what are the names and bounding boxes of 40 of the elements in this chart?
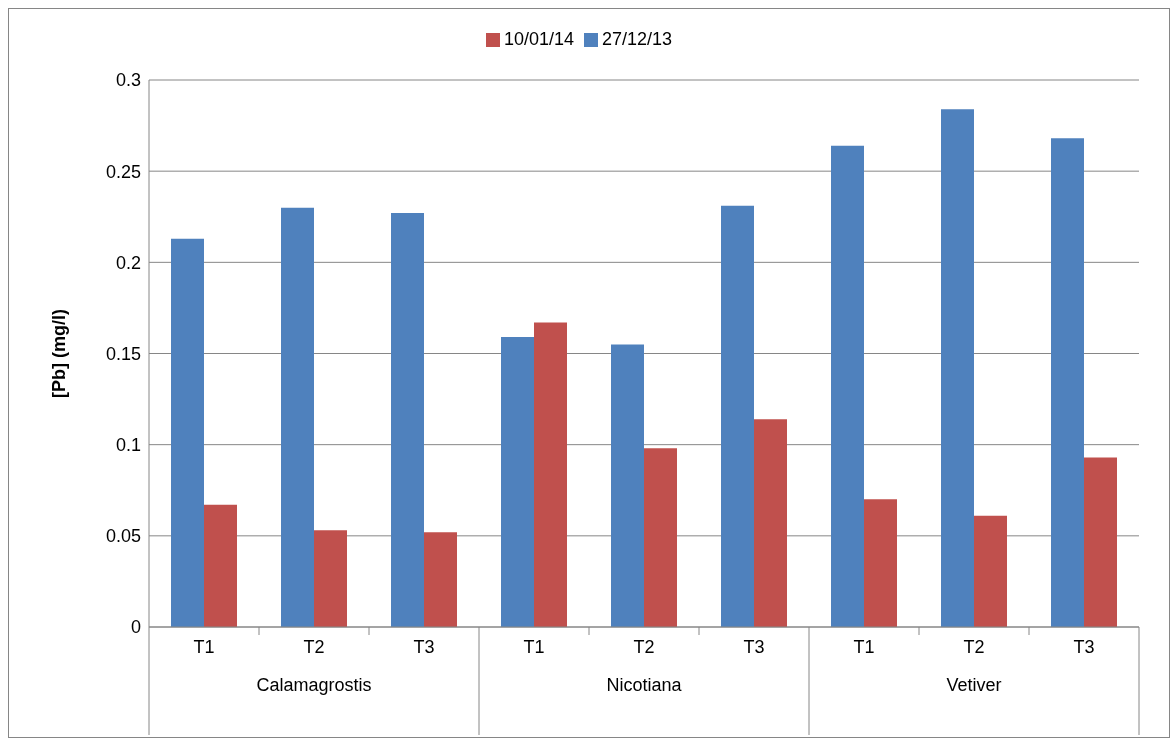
x-tick-label: T3 [743,637,765,657]
text: Nicotiana [605,675,683,696]
bar [501,337,534,627]
x-tick-label: T1 [193,637,215,657]
text: Calamagrostis [255,675,373,696]
y-tick-label: 0.2 [115,252,141,273]
y-tick-label: 0.05 [105,526,141,547]
legend-label: 10/01/14 [503,29,574,49]
bar [204,504,237,627]
bar [754,419,787,627]
legend-label: 27/12/13 [602,29,673,49]
bar [1051,138,1084,627]
x-tick-label: T2 [633,637,655,657]
bar [424,532,457,627]
x-tick-label: T1 [523,637,545,657]
y-tick-label: 0.3 [115,70,141,91]
y-tick-label: 0.25 [105,161,141,182]
x-tick-label: T3 [413,637,435,657]
bar [534,322,567,627]
bar [941,109,974,627]
x-tick-label: T1 [853,637,875,657]
y-tick-label: 0 [130,617,141,638]
x-tick-label: T3 [1073,637,1095,657]
bar [831,145,864,627]
bar [974,515,1007,627]
text: Vetiver [945,675,1003,696]
bar [1084,457,1117,627]
y-tick-label: 0.15 [105,343,141,364]
x-tick-label: T2 [963,637,985,657]
y-tick-label: 0.1 [115,435,141,456]
bar [281,207,314,627]
bar [391,213,424,627]
bar [864,499,897,627]
bar [171,238,204,627]
bar [611,344,644,627]
bar [314,530,347,627]
bar [721,205,754,627]
y-axis-title: [Pb] (mg/l) [49,309,70,398]
bar [644,448,677,627]
x-tick-label: T2 [303,637,325,657]
